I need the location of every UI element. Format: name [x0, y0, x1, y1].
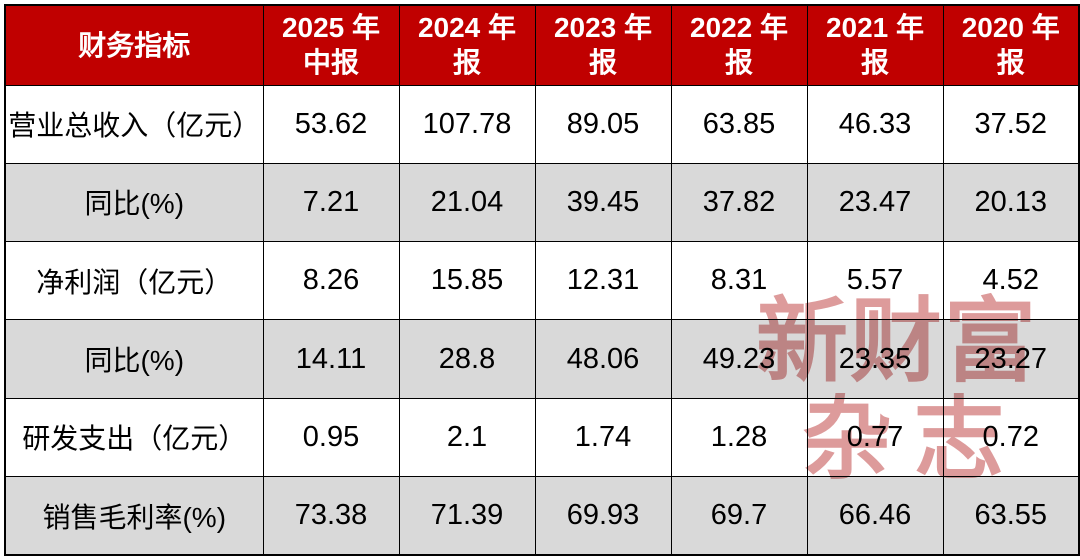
value-cell: 5.57	[806, 241, 944, 321]
value-cell: 39.45	[534, 162, 672, 243]
value-cell: 63.85	[670, 84, 808, 164]
table-row: 销售毛利率(%) 73.38 71.39 69.93 69.7 66.46 63…	[4, 476, 1080, 556]
value-cell: 4.52	[942, 241, 1080, 321]
header-cell-indicator: 财务指标	[4, 4, 264, 86]
table-row: 营业总收入（亿元） 53.62 107.78 89.05 63.85 46.33…	[4, 84, 1080, 164]
header-cell-year: 2022 年 报	[670, 4, 808, 86]
value-cell: 69.7	[670, 476, 808, 556]
value-cell: 107.78	[398, 84, 536, 164]
value-cell: 8.31	[670, 241, 808, 321]
header-cell-year: 2024 年 报	[398, 4, 536, 86]
value-cell: 1.74	[534, 397, 672, 478]
value-cell: 37.52	[942, 84, 1080, 164]
value-cell: 66.46	[806, 476, 944, 556]
value-cell: 71.39	[398, 476, 536, 556]
value-cell: 73.38	[262, 476, 400, 556]
row-label-cell: 研发支出（亿元）	[4, 397, 264, 478]
header-cell-year: 2020 年 报	[942, 4, 1080, 86]
value-cell: 28.8	[398, 319, 536, 399]
header-row: 财务指标 2025 年 中报 2024 年 报 2023 年 报 2022 年 …	[4, 4, 1080, 86]
value-cell: 37.82	[670, 162, 808, 243]
row-label-cell: 销售毛利率(%)	[4, 476, 264, 556]
value-cell: 2.1	[398, 397, 536, 478]
financial-indicators-table: 财务指标 2025 年 中报 2024 年 报 2023 年 报 2022 年 …	[4, 4, 1080, 556]
value-cell: 53.62	[262, 84, 400, 164]
table-row: 净利润（亿元） 8.26 15.85 12.31 8.31 5.57 4.52	[4, 241, 1080, 321]
value-cell: 20.13	[942, 162, 1080, 243]
value-cell: 1.28	[670, 397, 808, 478]
value-cell: 49.23	[670, 319, 808, 399]
value-cell: 63.55	[942, 476, 1080, 556]
value-cell: 23.47	[806, 162, 944, 243]
value-cell: 15.85	[398, 241, 536, 321]
value-cell: 7.21	[262, 162, 400, 243]
header-cell-year: 2023 年 报	[534, 4, 672, 86]
value-cell: 46.33	[806, 84, 944, 164]
table-row: 同比(%) 14.11 28.8 48.06 49.23 23.35 23.27	[4, 319, 1080, 399]
value-cell: 69.93	[534, 476, 672, 556]
value-cell: 8.26	[262, 241, 400, 321]
header-cell-year: 2025 年 中报	[262, 4, 400, 86]
value-cell: 14.11	[262, 319, 400, 399]
header-cell-year: 2021 年 报	[806, 4, 944, 86]
value-cell: 23.35	[806, 319, 944, 399]
table-row: 同比(%) 7.21 21.04 39.45 37.82 23.47 20.13	[4, 162, 1080, 243]
value-cell: 0.95	[262, 397, 400, 478]
table-row: 研发支出（亿元） 0.95 2.1 1.74 1.28 0.77 0.72	[4, 397, 1080, 478]
row-label-cell: 净利润（亿元）	[4, 241, 264, 321]
value-cell: 12.31	[534, 241, 672, 321]
row-label-cell: 营业总收入（亿元）	[4, 84, 264, 164]
row-label-cell: 同比(%)	[4, 319, 264, 399]
value-cell: 21.04	[398, 162, 536, 243]
row-label-cell: 同比(%)	[4, 162, 264, 243]
value-cell: 23.27	[942, 319, 1080, 399]
value-cell: 0.77	[806, 397, 944, 478]
value-cell: 0.72	[942, 397, 1080, 478]
value-cell: 89.05	[534, 84, 672, 164]
value-cell: 48.06	[534, 319, 672, 399]
